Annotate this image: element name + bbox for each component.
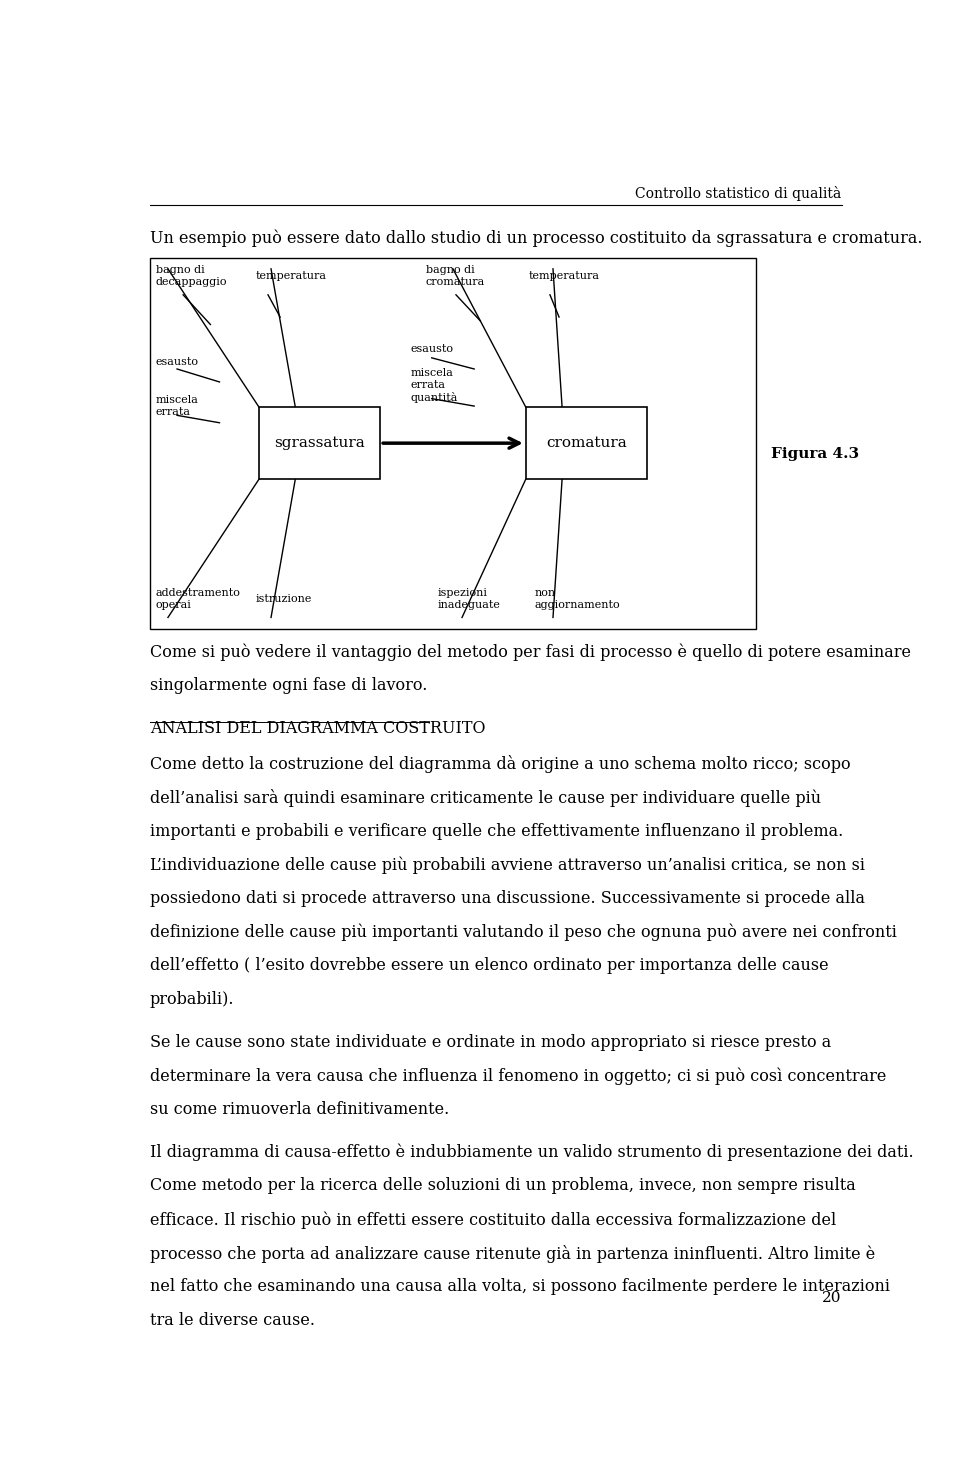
Text: temperatura: temperatura bbox=[256, 271, 326, 282]
Text: singolarmente ogni fase di lavoro.: singolarmente ogni fase di lavoro. bbox=[150, 677, 427, 694]
Text: Come si può vedere il vantaggio del metodo per fasi di processo è quello di pote: Come si può vedere il vantaggio del meto… bbox=[150, 643, 911, 661]
Text: determinare la vera causa che influenza il fenomeno in oggetto; ci si può così c: determinare la vera causa che influenza … bbox=[150, 1067, 886, 1085]
Text: efficace. Il rischio può in effetti essere costituito dalla eccessiva formalizza: efficace. Il rischio può in effetti esse… bbox=[150, 1211, 836, 1229]
Text: ispezioni
inadeguate: ispezioni inadeguate bbox=[438, 588, 501, 609]
Text: Se le cause sono state individuate e ordinate in modo appropriato si riesce pres: Se le cause sono state individuate e ord… bbox=[150, 1033, 831, 1051]
Text: miscela
errata
quantità: miscela errata quantità bbox=[411, 369, 458, 403]
Text: bagno di
decappaggio: bagno di decappaggio bbox=[156, 265, 228, 288]
Text: esausto: esausto bbox=[156, 357, 199, 366]
Text: probabili).: probabili). bbox=[150, 991, 234, 1008]
Text: L’individuazione delle cause più probabili avviene attraverso un’analisi critica: L’individuazione delle cause più probabi… bbox=[150, 857, 865, 874]
Text: Il diagramma di causa-effetto è indubbiamente un valido strumento di presentazio: Il diagramma di causa-effetto è indubbia… bbox=[150, 1144, 913, 1162]
Text: temperatura: temperatura bbox=[529, 271, 600, 282]
Text: dell’analisi sarà quindi esaminare criticamente le cause per individuare quelle : dell’analisi sarà quindi esaminare criti… bbox=[150, 788, 821, 806]
Text: dell’effetto ( l’esito dovrebbe essere un elenco ordinato per importanza delle c: dell’effetto ( l’esito dovrebbe essere u… bbox=[150, 957, 828, 974]
Bar bbox=[526, 408, 647, 479]
Text: Come detto la costruzione del diagramma dà origine a uno schema molto ricco; sco: Come detto la costruzione del diagramma … bbox=[150, 756, 851, 774]
Text: bagno di
cromatura: bagno di cromatura bbox=[425, 265, 485, 288]
Text: definizione delle cause più importanti valutando il peso che ognuna può avere ne: definizione delle cause più importanti v… bbox=[150, 923, 897, 941]
Text: processo che porta ad analizzare cause ritenute già in partenza ininfluenti. Alt: processo che porta ad analizzare cause r… bbox=[150, 1245, 875, 1263]
Text: Un esempio può essere dato dallo studio di un processo costituito da sgrassatura: Un esempio può essere dato dallo studio … bbox=[150, 230, 923, 246]
Text: tra le diverse cause.: tra le diverse cause. bbox=[150, 1312, 315, 1329]
Text: Controllo statistico di qualità: Controllo statistico di qualità bbox=[636, 185, 842, 200]
Bar bbox=[259, 408, 380, 479]
Text: 20: 20 bbox=[822, 1291, 842, 1306]
Text: nel fatto che esaminando una causa alla volta, si possono facilmente perdere le : nel fatto che esaminando una causa alla … bbox=[150, 1279, 890, 1295]
Text: sgrassatura: sgrassatura bbox=[275, 436, 365, 451]
Text: possiedono dati si procede attraverso una discussione. Successivamente si proced: possiedono dati si procede attraverso un… bbox=[150, 889, 865, 907]
Text: cromatura: cromatura bbox=[546, 436, 627, 451]
Text: non
aggiornamento: non aggiornamento bbox=[535, 588, 620, 609]
Text: esausto: esausto bbox=[411, 344, 453, 354]
Text: istruzione: istruzione bbox=[256, 594, 312, 605]
Text: su come rimuoverla definitivamente.: su come rimuoverla definitivamente. bbox=[150, 1101, 449, 1117]
Text: addestramento
operai: addestramento operai bbox=[156, 588, 241, 609]
Text: Figura 4.3: Figura 4.3 bbox=[771, 448, 859, 461]
Text: miscela
errata: miscela errata bbox=[156, 396, 199, 416]
FancyArrowPatch shape bbox=[383, 439, 519, 448]
Text: ANALISI DEL DIAGRAMMA COSTRUITO: ANALISI DEL DIAGRAMMA COSTRUITO bbox=[150, 720, 485, 737]
Text: importanti e probabili e verificare quelle che effettivamente influenzano il pro: importanti e probabili e verificare quel… bbox=[150, 823, 843, 840]
Text: Come metodo per la ricerca delle soluzioni di un problema, invece, non sempre ri: Come metodo per la ricerca delle soluzio… bbox=[150, 1178, 855, 1194]
Bar bbox=[150, 258, 756, 628]
